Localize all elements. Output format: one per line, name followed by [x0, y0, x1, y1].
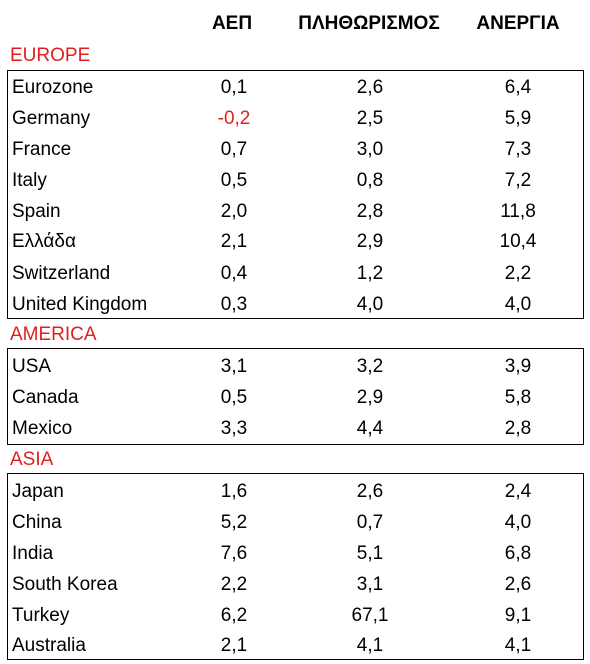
country-name: USA — [12, 356, 52, 377]
inflation-value: 4,1 — [356, 635, 384, 656]
unemployment-value: 3,9 — [504, 356, 532, 377]
country-name: Switzerland — [12, 263, 111, 284]
table-row: Eurozone 0,1 2,6 6,4 — [8, 72, 583, 103]
inflation-value: 0,8 — [356, 170, 384, 191]
unemployment-value: 5,8 — [504, 387, 532, 408]
table-row: Italy 0,5 0,8 7,2 — [8, 165, 583, 196]
gdp-value: 2,1 — [220, 635, 248, 656]
region-label-europe: EUROPE — [10, 45, 91, 66]
inflation-value: 2,8 — [356, 201, 384, 222]
gdp-value: 6,2 — [220, 605, 248, 626]
country-name: India — [12, 543, 54, 564]
gdp-value: 0,7 — [220, 139, 248, 160]
country-name: Mexico — [12, 418, 73, 439]
unemployment-value: 9,1 — [504, 605, 532, 626]
country-name: United Kingdom — [12, 294, 148, 315]
table-row: China 5,2 0,7 4,0 — [8, 507, 583, 538]
inflation-value: 3,1 — [356, 574, 384, 595]
table-row: Ελλάδα 2,1 2,9 10,4 — [8, 226, 583, 257]
unemployment-value: 2,4 — [504, 481, 532, 502]
unemployment-value: 7,3 — [504, 139, 532, 160]
gdp-value: 2,1 — [220, 231, 248, 252]
table-row: India 7,6 5,1 6,8 — [8, 538, 583, 569]
unemployment-value: 4,0 — [504, 294, 532, 315]
table-row: South Korea 2,2 3,1 2,6 — [8, 569, 583, 600]
inflation-value: 3,2 — [356, 356, 384, 377]
header-unemployment: ΑΝΕΡΓΙΑ — [476, 13, 560, 34]
inflation-value: 67,1 — [351, 605, 389, 626]
country-name: Eurozone — [12, 77, 94, 98]
gdp-value-negative: -0,2 — [217, 108, 251, 129]
gdp-value: 0,3 — [220, 294, 248, 315]
table-row: Canada 0,5 2,9 5,8 — [8, 382, 583, 413]
gdp-value: 3,3 — [220, 418, 248, 439]
inflation-value: 2,6 — [356, 481, 384, 502]
table-row: Turkey 6,2 67,1 9,1 — [8, 600, 583, 631]
gdp-value: 7,6 — [220, 543, 248, 564]
region-label-america: AMERICA — [10, 324, 97, 345]
country-name: South Korea — [12, 574, 118, 595]
inflation-value: 4,0 — [356, 294, 384, 315]
table-row: United Kingdom 0,3 4,0 4,0 — [8, 289, 583, 320]
inflation-value: 2,5 — [356, 108, 384, 129]
region-label-asia: ASIA — [10, 449, 54, 470]
country-name: Germany — [12, 108, 91, 129]
unemployment-value: 4,1 — [504, 635, 532, 656]
country-name: Spain — [12, 201, 61, 222]
gdp-value: 0,1 — [220, 77, 248, 98]
inflation-value: 5,1 — [356, 543, 384, 564]
header-gdp: ΑΕΠ — [211, 13, 253, 34]
header-inflation: ΠΛΗΘΩΡΙΣΜΟΣ — [298, 13, 440, 34]
gdp-value: 0,4 — [220, 263, 248, 284]
table-europe: Eurozone 0,1 2,6 6,4 Germany -0,2 2,5 5,… — [7, 70, 584, 319]
inflation-value: 2,9 — [356, 387, 384, 408]
table-row: Switzerland 0,4 1,2 2,2 — [8, 258, 583, 289]
country-name: Italy — [12, 170, 47, 191]
unemployment-value: 11,8 — [500, 201, 536, 222]
table-row: Australia 2,1 4,1 4,1 — [8, 630, 583, 661]
country-name: Japan — [12, 481, 64, 502]
unemployment-value: 6,4 — [504, 77, 532, 98]
gdp-value: 0,5 — [220, 170, 248, 191]
inflation-value: 3,0 — [356, 139, 384, 160]
table-asia: Japan 1,6 2,6 2,4 China 5,2 0,7 4,0 Indi… — [7, 473, 584, 660]
country-name: France — [12, 139, 72, 160]
gdp-value: 1,6 — [220, 481, 248, 502]
inflation-value: 0,7 — [356, 512, 384, 533]
table-row: Japan 1,6 2,6 2,4 — [8, 476, 583, 507]
table-row: USA 3,1 3,2 3,9 — [8, 351, 583, 382]
country-name: Canada — [12, 387, 79, 408]
unemployment-value: 2,8 — [504, 418, 532, 439]
unemployment-value: 6,8 — [504, 543, 532, 564]
gdp-value: 3,1 — [220, 356, 248, 377]
gdp-value: 2,2 — [220, 574, 248, 595]
table-row: Germany -0,2 2,5 5,9 — [8, 103, 583, 134]
inflation-value: 2,9 — [356, 231, 384, 252]
country-name: Ελλάδα — [12, 231, 76, 252]
country-name: Australia — [12, 635, 86, 656]
unemployment-value: 2,6 — [504, 574, 532, 595]
gdp-value: 2,0 — [220, 201, 248, 222]
table-row: Spain 2,0 2,8 11,8 — [8, 196, 583, 227]
country-name: Turkey — [12, 605, 70, 626]
unemployment-value: 2,2 — [504, 263, 532, 284]
unemployment-value: 5,9 — [504, 108, 532, 129]
unemployment-value: 7,2 — [504, 170, 532, 191]
table-america: USA 3,1 3,2 3,9 Canada 0,5 2,9 5,8 Mexic… — [7, 348, 584, 445]
unemployment-value: 4,0 — [504, 512, 532, 533]
inflation-value: 4,4 — [356, 418, 384, 439]
table-row: France 0,7 3,0 7,3 — [8, 134, 583, 165]
inflation-value: 1,2 — [356, 263, 384, 284]
unemployment-value: 10,4 — [499, 231, 537, 252]
gdp-value: 5,2 — [220, 512, 248, 533]
inflation-value: 2,6 — [356, 77, 384, 98]
table-row: Mexico 3,3 4,4 2,8 — [8, 413, 583, 444]
gdp-value: 0,5 — [220, 387, 248, 408]
country-name: China — [12, 512, 62, 533]
